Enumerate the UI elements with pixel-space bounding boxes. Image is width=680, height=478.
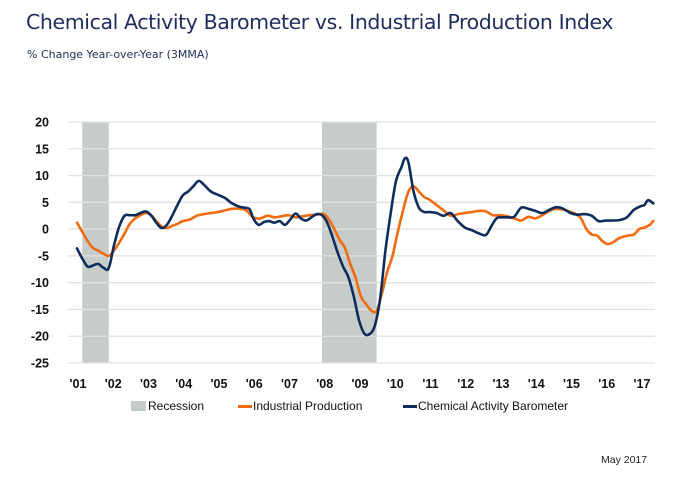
chemical-activity-barometer-line	[75, 156, 655, 337]
legend-label-recession: Recession	[148, 399, 205, 413]
recession-swatch-icon	[131, 401, 146, 411]
chart-title: Chemical Activity Barometer vs. Industri…	[26, 10, 614, 34]
x-tick-label: '09	[352, 377, 369, 391]
gridlines	[68, 121, 655, 364]
x-tick-label: '16	[598, 377, 615, 391]
x-tick-label: '04	[175, 377, 192, 391]
x-tick-label: '01	[70, 377, 87, 391]
y-tick-label: -5	[38, 249, 49, 263]
x-tick-label: '14	[528, 377, 545, 391]
legend-label-industrial-production: Industrial Production	[253, 399, 363, 413]
y-tick-label: 20	[35, 116, 49, 130]
y-axis-ticks: 20 15 10 5 0 -5 -10 -15 -20 -25	[31, 116, 49, 371]
y-tick-label: -25	[31, 357, 49, 371]
x-tick-label: '06	[246, 377, 263, 391]
y-tick-label: 0	[42, 223, 49, 237]
series-lines	[75, 156, 655, 337]
x-tick-label: '08	[316, 377, 333, 391]
legend-label-chemical-activity-barometer: Chemical Activity Barometer	[418, 399, 569, 413]
industrial-production-line-icon	[238, 404, 252, 408]
x-tick-label: '07	[281, 377, 298, 391]
x-tick-label: '15	[563, 377, 580, 391]
y-tick-label: -20	[31, 330, 49, 344]
x-tick-label: '11	[422, 377, 438, 391]
recession-band-1	[82, 122, 109, 363]
x-tick-label: '10	[387, 377, 404, 391]
y-tick-label: 10	[35, 169, 49, 183]
y-tick-label: -15	[31, 303, 49, 317]
legend: Recession Industrial Production Chemical…	[0, 399, 680, 415]
x-tick-label: '03	[140, 377, 157, 391]
x-tick-label: '02	[105, 377, 122, 391]
recession-band-2	[321, 122, 377, 363]
chart-subtitle: % Change Year-over-Year (3MMA)	[27, 48, 209, 61]
x-tick-label: '12	[457, 377, 474, 391]
x-tick-label: '05	[211, 377, 228, 391]
legend-item-chemical-activity-barometer: Chemical Activity Barometer	[403, 399, 568, 413]
legend-item-recession: Recession	[131, 399, 204, 413]
legend-item-industrial-production: Industrial Production	[238, 399, 362, 413]
y-tick-label: -10	[31, 276, 49, 290]
date-note: May 2017	[601, 454, 648, 466]
y-tick-label: 5	[42, 196, 49, 210]
x-axis-ticks: '01 '02 '03 '04 '05 '06 '07 '08 '09 '10 '11 '12 '13 '…	[70, 377, 651, 391]
chemical-activity-barometer-line-icon	[403, 404, 417, 408]
recession-bands	[82, 122, 377, 363]
x-tick-label: '13	[493, 377, 510, 391]
y-tick-label: 15	[35, 142, 49, 156]
x-tick-label: '17	[634, 377, 651, 391]
